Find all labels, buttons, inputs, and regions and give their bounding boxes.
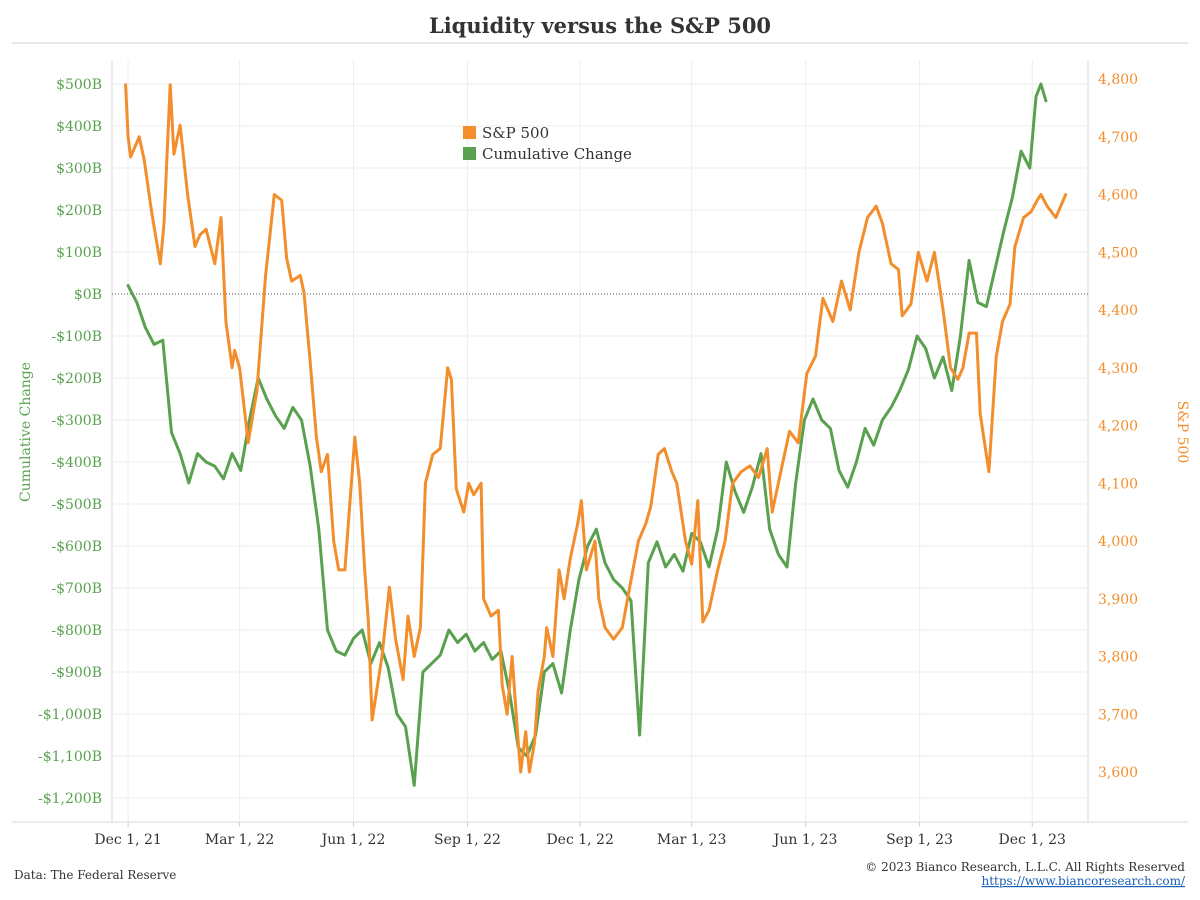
left-axis-ticks: $500B $400B $300B $200B $100B $0B -$100B -$200B…: [38, 77, 102, 807]
right-tick-label: 4,200: [1098, 419, 1138, 435]
chart-title: Liquidity versus the S&P 500: [429, 13, 771, 38]
website-link[interactable]: https://www.biancoresearch.com/: [981, 874, 1185, 888]
right-tick-label: 4,800: [1098, 72, 1138, 88]
right-tick-label: 3,600: [1098, 765, 1138, 781]
x-tick-label: Dec 1, 21: [94, 832, 161, 848]
x-tick-label: Jun 1, 23: [772, 832, 838, 848]
x-tick-label: Dec 1, 23: [999, 832, 1066, 848]
left-tick-label: -$500B: [51, 497, 102, 513]
copyright: © 2023 Bianco Research, L.L.C. All Right…: [865, 860, 1185, 874]
right-tick-label: 3,800: [1098, 650, 1138, 666]
x-tick-label: Jun 1, 22: [320, 832, 386, 848]
right-tick-label: 4,400: [1098, 303, 1138, 319]
left-tick-label: -$300B: [51, 413, 102, 429]
legend-swatch-sp500: [463, 126, 476, 139]
right-tick-label: 4,700: [1098, 130, 1138, 146]
left-tick-label: -$800B: [51, 623, 102, 639]
left-tick-label: $100B: [56, 245, 102, 261]
x-tick-label: Sep 1, 23: [886, 832, 953, 848]
left-tick-label: -$200B: [51, 371, 102, 387]
x-tick-label: Sep 1, 22: [434, 832, 501, 848]
series-line-sp500: [124, 83, 1068, 774]
gridlines: [12, 60, 1188, 823]
data-source: Data: The Federal Reserve: [14, 868, 176, 882]
x-tick-label: Dec 1, 22: [546, 832, 613, 848]
left-tick-label: $300B: [56, 161, 102, 177]
right-tick-label: 3,700: [1098, 707, 1138, 723]
x-tick-label: Mar 1, 23: [657, 832, 726, 848]
left-tick-label: -$1,000B: [38, 707, 102, 723]
right-axis-title: S&P 500: [1174, 401, 1190, 464]
left-axis-title: Cumulative Change: [18, 362, 34, 502]
series-line-cumulative-change: [126, 82, 1048, 787]
right-tick-label: 4,000: [1098, 534, 1138, 550]
legend-label-sp500: S&P 500: [482, 124, 549, 142]
legend-swatch-cumulative-change: [463, 147, 476, 160]
x-axis-ticks: Dec 1, 21 Mar 1, 22 Jun 1, 22 Sep 1, 22 Dec …: [94, 822, 1066, 848]
left-tick-label: -$900B: [51, 665, 102, 681]
left-tick-label: -$1,100B: [38, 749, 102, 765]
left-tick-label: $0B: [74, 287, 102, 303]
right-tick-label: 4,500: [1098, 245, 1138, 261]
left-tick-label: -$100B: [51, 329, 102, 345]
left-tick-label: -$700B: [51, 581, 102, 597]
right-tick-label: 3,900: [1098, 592, 1138, 608]
x-tick-label: Mar 1, 22: [205, 832, 274, 848]
left-tick-label: -$600B: [51, 539, 102, 555]
left-tick-label: $400B: [56, 119, 102, 135]
right-tick-label: 4,300: [1098, 361, 1138, 377]
left-tick-label: $200B: [56, 203, 102, 219]
left-tick-label: -$400B: [51, 455, 102, 471]
right-tick-label: 4,100: [1098, 476, 1138, 492]
right-tick-label: 4,600: [1098, 188, 1138, 204]
right-axis-ticks: 4,800 4,700 4,600 4,500 4,400 4,300 4,200 4,100…: [1098, 72, 1138, 781]
legend: S&P 500 Cumulative Change: [463, 124, 632, 163]
left-tick-label: $500B: [56, 77, 102, 93]
left-tick-label: -$1,200B: [38, 791, 102, 807]
legend-label-cumulative-change: Cumulative Change: [482, 145, 632, 163]
